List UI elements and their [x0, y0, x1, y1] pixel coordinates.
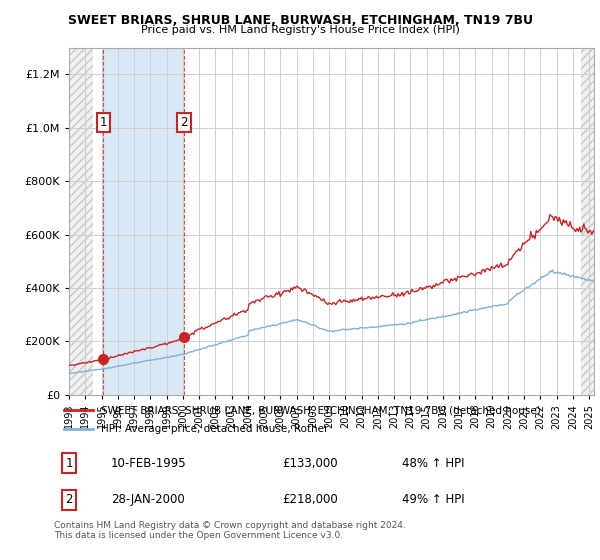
Text: Contains HM Land Registry data © Crown copyright and database right 2024.
This d: Contains HM Land Registry data © Crown c…	[54, 521, 406, 540]
Text: 1: 1	[65, 457, 73, 470]
Text: £133,000: £133,000	[282, 457, 338, 470]
Text: £218,000: £218,000	[282, 493, 338, 506]
Text: SWEET BRIARS, SHRUB LANE, BURWASH, ETCHINGHAM, TN19 7BU (detached house): SWEET BRIARS, SHRUB LANE, BURWASH, ETCHI…	[101, 405, 541, 415]
Text: HPI: Average price, detached house, Rother: HPI: Average price, detached house, Roth…	[101, 424, 328, 433]
Text: 2: 2	[180, 116, 188, 129]
Text: 49% ↑ HPI: 49% ↑ HPI	[402, 493, 464, 506]
Text: 1: 1	[100, 116, 107, 129]
Text: 2: 2	[65, 493, 73, 506]
Text: Price paid vs. HM Land Registry's House Price Index (HPI): Price paid vs. HM Land Registry's House …	[140, 25, 460, 35]
Text: SWEET BRIARS, SHRUB LANE, BURWASH, ETCHINGHAM, TN19 7BU: SWEET BRIARS, SHRUB LANE, BURWASH, ETCHI…	[67, 14, 533, 27]
Text: 28-JAN-2000: 28-JAN-2000	[111, 493, 185, 506]
Text: 10-FEB-1995: 10-FEB-1995	[111, 457, 187, 470]
Text: 48% ↑ HPI: 48% ↑ HPI	[402, 457, 464, 470]
